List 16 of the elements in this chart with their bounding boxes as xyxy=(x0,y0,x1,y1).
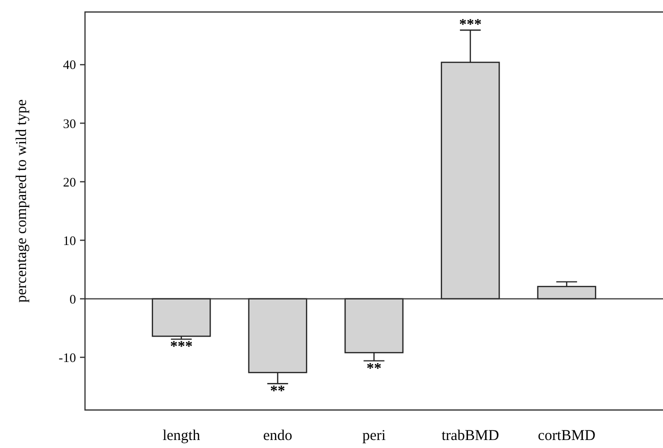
x-tick-label: peri xyxy=(362,428,386,444)
annotation: ** xyxy=(366,360,382,377)
annotation: ** xyxy=(270,384,286,400)
annotation: *** xyxy=(170,339,193,356)
y-tick-label: 0 xyxy=(70,291,76,306)
y-tick-label: 10 xyxy=(63,232,76,248)
x-tick-label: endo xyxy=(263,428,292,444)
x-tick-label: trabBMD xyxy=(442,428,500,444)
x-tick-label: length xyxy=(162,428,201,444)
y-tick-label: 20 xyxy=(63,174,76,190)
annotation: *** xyxy=(459,17,482,34)
y-tick-label: 30 xyxy=(63,116,76,131)
x-tick-label: cortBMD xyxy=(538,428,596,444)
y-axis-title: percentage compared to wild type xyxy=(14,99,30,303)
y-tick-label: -10 xyxy=(58,350,76,365)
y-tick-label: 40 xyxy=(63,57,76,72)
